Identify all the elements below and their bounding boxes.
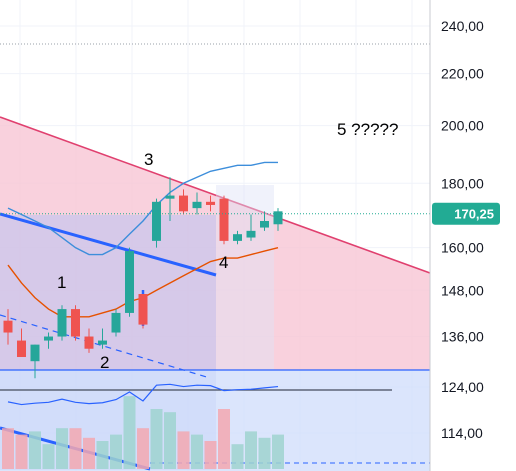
candle-body bbox=[30, 344, 40, 362]
price-tick-label: 148,00 bbox=[441, 282, 484, 298]
candle-body bbox=[152, 201, 161, 241]
price-axis-ticks: 240,00 220,00 200,00 180,00 160,00 148,00 136,… bbox=[441, 18, 484, 441]
candle bbox=[17, 328, 26, 358]
annotation-2: 2 bbox=[100, 353, 109, 372]
candle bbox=[152, 198, 161, 248]
blue-trend-line-upper[interactable] bbox=[0, 212, 217, 277]
volume-bar bbox=[110, 434, 122, 469]
volume-bar bbox=[123, 396, 136, 469]
candle-body bbox=[233, 234, 242, 241]
candle-body bbox=[246, 230, 256, 238]
candle-body bbox=[165, 195, 175, 199]
candle bbox=[98, 328, 107, 349]
oscillator-line bbox=[7, 383, 279, 406]
candle bbox=[246, 214, 256, 241]
volume-bar bbox=[164, 412, 176, 469]
volume-bar bbox=[29, 431, 41, 469]
candle bbox=[44, 332, 53, 349]
volume-bar bbox=[245, 431, 257, 469]
candle bbox=[206, 195, 215, 212]
volume-bar bbox=[42, 444, 55, 469]
candle-body bbox=[17, 340, 26, 358]
candle-body bbox=[111, 312, 121, 333]
candle bbox=[273, 208, 283, 231]
candle-body bbox=[98, 340, 107, 345]
annotation-1: 1 bbox=[57, 273, 66, 292]
candle bbox=[165, 177, 175, 222]
candle-body bbox=[206, 201, 215, 205]
candle-body bbox=[125, 251, 134, 313]
volume-bar bbox=[204, 441, 217, 469]
candle-body bbox=[3, 320, 13, 333]
candle bbox=[84, 328, 94, 353]
candle-body bbox=[219, 198, 229, 241]
candle bbox=[57, 305, 67, 341]
volume-bar bbox=[272, 434, 284, 469]
price-tick-label: 220,00 bbox=[441, 66, 484, 82]
candle bbox=[260, 211, 269, 231]
blue-dashed-trend-line[interactable] bbox=[0, 314, 211, 379]
volume-bar bbox=[177, 431, 190, 469]
volume-bar bbox=[2, 428, 14, 469]
price-tick-label: 240,00 bbox=[441, 18, 484, 34]
annotation-5: 5 ????? bbox=[337, 120, 398, 139]
price-tick-label: 114,00 bbox=[441, 425, 483, 441]
volume-bar bbox=[69, 428, 82, 469]
volume-bar bbox=[15, 434, 28, 469]
volume-bar bbox=[56, 428, 68, 469]
candle bbox=[192, 192, 202, 215]
candlesticks bbox=[3, 177, 283, 379]
candle-body bbox=[138, 294, 148, 325]
candle bbox=[233, 230, 242, 245]
volume-bar bbox=[218, 409, 230, 469]
bollinger-upper-band bbox=[7, 161, 278, 256]
volume-bar bbox=[191, 434, 203, 469]
price-tick-label: 180,00 bbox=[441, 175, 484, 191]
volume-bar bbox=[258, 437, 271, 469]
descending-channel-top-line[interactable] bbox=[0, 116, 431, 274]
candle bbox=[219, 195, 229, 245]
candle bbox=[179, 189, 188, 215]
annotation-3: 3 bbox=[144, 150, 153, 169]
candle bbox=[125, 247, 134, 317]
price-tick-label: 160,00 bbox=[441, 240, 484, 256]
last-price-tag: 170,25 bbox=[432, 202, 500, 225]
candle-body bbox=[192, 201, 202, 209]
candle-body bbox=[179, 195, 188, 212]
candle bbox=[138, 294, 148, 329]
volume-bars bbox=[2, 396, 284, 469]
price-scale-panel[interactable] bbox=[430, 0, 516, 471]
last-price-label: 170,25 bbox=[454, 207, 494, 222]
volume-bar bbox=[83, 437, 95, 469]
volume-bar bbox=[137, 428, 149, 469]
candle-body bbox=[260, 221, 269, 228]
volume-bar bbox=[231, 444, 244, 469]
price-tick-label: 136,00 bbox=[441, 329, 484, 345]
candle bbox=[71, 305, 80, 341]
candle-body bbox=[71, 309, 80, 337]
candle-body bbox=[273, 211, 283, 225]
candle bbox=[30, 344, 40, 379]
price-tick-label: 200,00 bbox=[441, 118, 484, 134]
candle bbox=[111, 309, 121, 337]
annotation-4: 4 bbox=[219, 253, 228, 272]
candle-body bbox=[84, 336, 94, 349]
volume-bar bbox=[96, 441, 109, 469]
candle bbox=[3, 309, 13, 345]
candle-body bbox=[57, 309, 67, 337]
candle-body bbox=[44, 336, 53, 341]
volume-bar bbox=[150, 409, 163, 469]
price-tick-label: 124,00 bbox=[441, 379, 484, 395]
